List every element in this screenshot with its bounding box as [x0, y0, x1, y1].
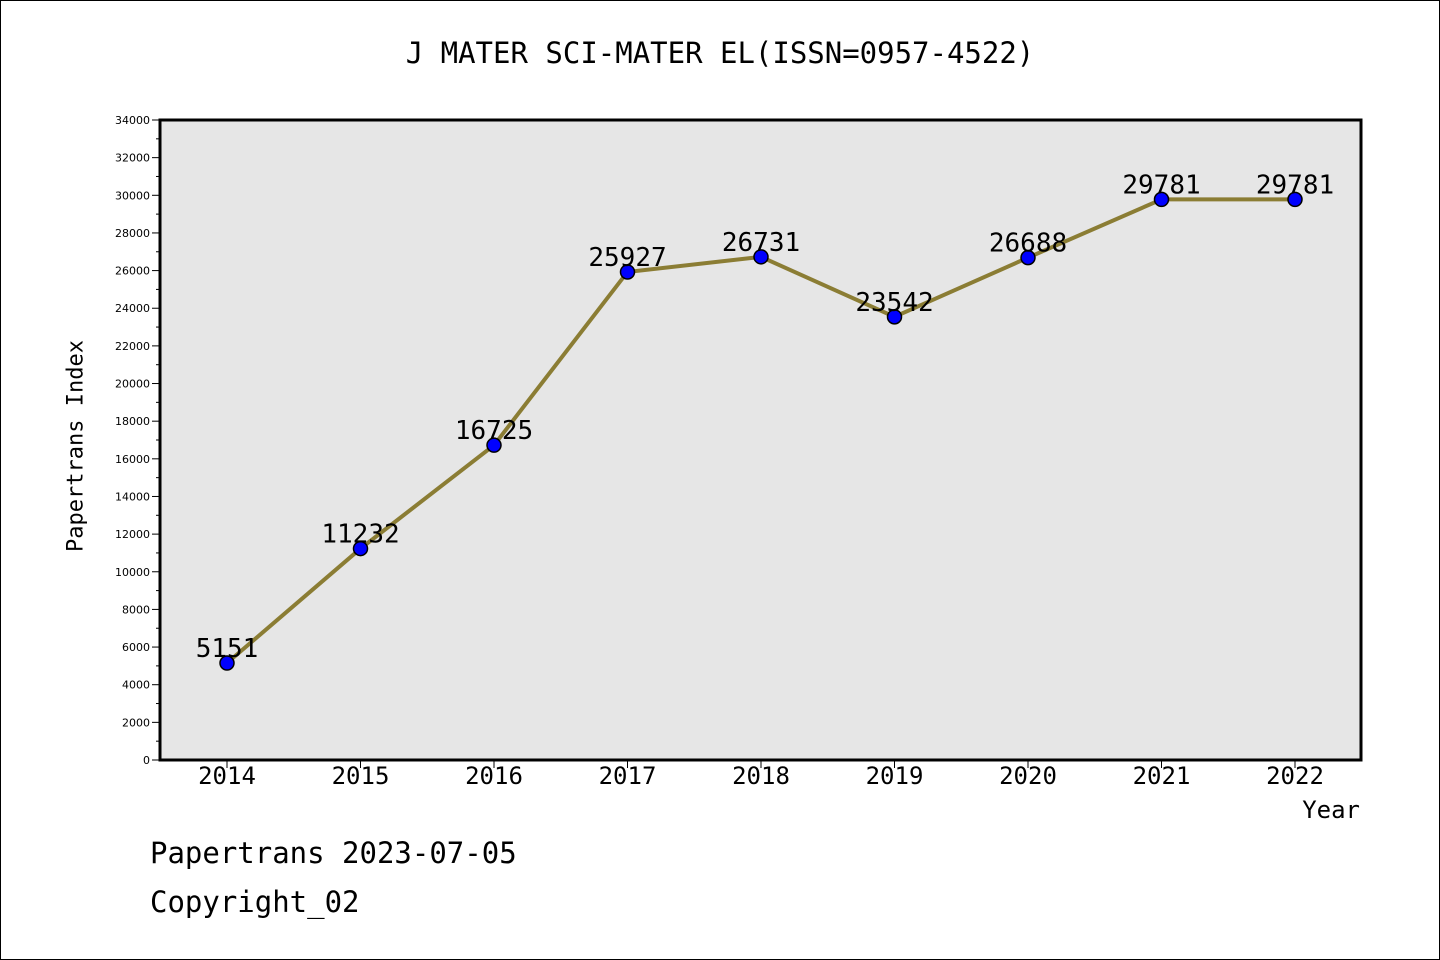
y-tick: 18000: [115, 401, 160, 428]
y-tick: 0: [143, 740, 160, 767]
x-tick-label: 2022: [1266, 762, 1324, 790]
data-point-marker: [619, 264, 636, 280]
plot-area: [160, 120, 1361, 760]
y-tick: 14000: [115, 477, 160, 503]
x-tick: 2019: [866, 760, 924, 790]
x-tick: 2018: [732, 760, 790, 790]
y-tick: 16000: [115, 439, 160, 466]
y-tick-label: 10000: [115, 566, 150, 579]
y-tick: 20000: [115, 364, 160, 391]
y-tick: 28000: [115, 213, 160, 240]
y-tick: 4000: [122, 665, 160, 692]
x-axis: 2014 2015 2016 2017 2018 2019 2020 2021 2022: [198, 760, 1324, 790]
x-tick-label: 2019: [866, 762, 924, 790]
y-tick: 8000: [122, 590, 160, 616]
x-tick: 2014: [198, 760, 256, 790]
x-tick-label: 2015: [332, 762, 390, 790]
data-point-marker: [486, 437, 502, 453]
footer-date: Papertrans 2023-07-05: [150, 836, 517, 870]
data-label: 11232: [321, 520, 399, 550]
y-axis-label: Papertrans Index: [63, 340, 89, 552]
y-tick-label: 12000: [115, 528, 150, 541]
x-tick-label: 2016: [465, 762, 523, 790]
data-label-group: 5151 11232 16725 25927 26731 23542 26688 29781 2…: [196, 170, 1334, 664]
y-tick-label: 4000: [122, 679, 150, 692]
x-axis-label: Year: [1302, 796, 1360, 824]
y-tick: 24000: [115, 288, 160, 315]
marker-group: [219, 191, 1303, 671]
y-tick: 34000: [115, 114, 160, 127]
footer-copyright: Copyright_02: [150, 885, 360, 919]
data-point-marker: [1020, 249, 1036, 266]
x-tick-label: 2021: [1133, 762, 1191, 790]
y-tick-label: 18000: [115, 415, 150, 428]
x-tick: 2017: [599, 760, 657, 790]
x-tick-label: 2018: [732, 762, 790, 790]
y-tick-label: 24000: [115, 302, 150, 315]
y-tick-label: 30000: [115, 189, 150, 202]
data-label: 26731: [722, 228, 800, 258]
data-point-marker: [352, 540, 369, 557]
x-tick: 2021: [1133, 760, 1191, 790]
y-tick-label: 0: [143, 754, 150, 767]
plot-border: [158, 118, 1363, 762]
y-tick: 2000: [122, 703, 160, 729]
y-tick-label: 32000: [115, 152, 150, 165]
data-label: 25927: [588, 243, 666, 273]
x-tick: 2015: [332, 760, 390, 790]
chart-title: J MATER SCI-MATER EL(ISSN=0957-4522): [405, 36, 1035, 70]
data-label: 26688: [989, 229, 1067, 259]
y-tick-label: 22000: [115, 340, 150, 353]
data-label: 16725: [455, 416, 533, 446]
data-point-marker: [886, 309, 903, 325]
y-tick: 12000: [115, 514, 160, 541]
y-tick-label: 8000: [122, 603, 150, 616]
x-tick: 2016: [465, 760, 523, 790]
y-tick-label: 34000: [115, 114, 150, 127]
x-tick: 2022: [1266, 760, 1324, 790]
y-tick-label: 14000: [115, 490, 150, 503]
y-tick-label: 16000: [115, 453, 150, 466]
y-axis: 0 2000 4000 6000 8000 10000 12000 14000 16000 180…: [115, 114, 160, 767]
y-tick-label: 2000: [122, 716, 150, 729]
y-tick: 6000: [122, 627, 160, 654]
y-tick-label: 26000: [115, 265, 150, 278]
y-tick: 30000: [115, 175, 160, 202]
y-tick-label: 28000: [115, 227, 150, 240]
data-label: 5151: [196, 634, 259, 664]
y-tick: 32000: [115, 138, 160, 165]
y-tick: 26000: [115, 251, 160, 278]
data-point-marker: [753, 249, 769, 265]
x-tick: 2020: [999, 760, 1057, 790]
x-tick-label: 2017: [599, 762, 657, 790]
data-label: 29781: [1256, 170, 1334, 200]
data-label: 23542: [855, 288, 933, 318]
y-tick-label: 6000: [122, 641, 150, 654]
y-tick: 22000: [115, 326, 160, 353]
y-tick: 10000: [115, 552, 160, 579]
x-tick-label: 2020: [999, 762, 1057, 790]
data-point-marker: [1287, 191, 1303, 208]
x-tick-label: 2014: [198, 762, 256, 790]
data-point-marker: [219, 655, 235, 671]
data-point-marker: [1153, 191, 1170, 208]
data-label: 29781: [1122, 170, 1200, 200]
y-tick-label: 20000: [115, 378, 150, 391]
